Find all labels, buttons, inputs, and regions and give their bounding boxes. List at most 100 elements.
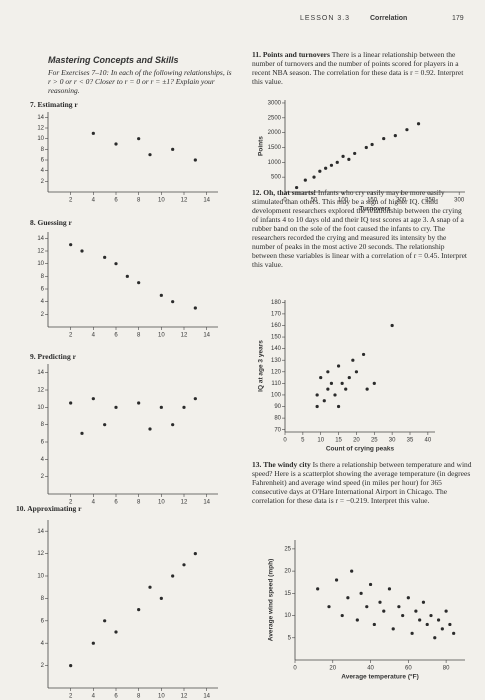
data-point — [327, 605, 331, 609]
data-point — [148, 585, 152, 589]
x-tick-label: 0 — [293, 666, 297, 672]
y-tick-label: 90 — [274, 404, 281, 410]
data-point — [452, 631, 456, 635]
x-tick-label: 6 — [114, 500, 118, 506]
exercise-number: 7. — [30, 100, 36, 109]
data-point — [103, 423, 107, 427]
x-tick-label: 0 — [283, 438, 287, 444]
data-point — [318, 169, 322, 173]
scatterplot: 70 80 90 100 110 120 130 140 150 160 170 180 0 5 10 15 2… — [258, 300, 435, 453]
y-tick-label: 15 — [284, 591, 291, 597]
y-tick-label: 100 — [271, 393, 282, 399]
data-point — [433, 636, 437, 640]
data-point — [182, 563, 186, 567]
x-tick-label: 200 — [396, 198, 407, 204]
y-tick-label: 120 — [271, 369, 282, 375]
data-point — [329, 381, 334, 385]
data-point — [368, 582, 373, 587]
data-point — [193, 552, 197, 556]
exercise-number: 8. — [30, 218, 36, 227]
data-point — [353, 151, 357, 156]
x-tick-label: 12 — [181, 694, 188, 700]
data-point — [378, 600, 382, 604]
data-point — [347, 375, 351, 380]
data-point — [193, 397, 197, 401]
x-tick-label: 50 — [311, 198, 318, 204]
data-point — [355, 618, 359, 622]
data-point — [193, 306, 197, 310]
data-point — [387, 587, 392, 591]
data-point — [114, 405, 118, 409]
data-point — [393, 134, 397, 138]
data-point — [80, 249, 84, 253]
data-point — [372, 622, 376, 627]
y-tick-label: 25 — [284, 546, 291, 552]
data-point — [148, 153, 152, 157]
data-point — [171, 574, 175, 578]
x-tick-label: 2 — [69, 198, 73, 204]
y-tick-label: 6 — [41, 158, 45, 164]
y-tick-label: 4 — [41, 168, 45, 174]
y-tick-label: 80 — [274, 416, 281, 422]
x-tick-label: 60 — [405, 666, 412, 672]
exercise-body: There is a linear relationship between t… — [252, 50, 464, 86]
data-point — [137, 608, 141, 612]
data-point — [316, 587, 320, 591]
y-tick-label: 12 — [37, 126, 44, 132]
scatterplot: 500 1000 1500 2000 2500 3000 0 50 100 150 200 250 30… — [258, 100, 465, 213]
data-point — [370, 142, 374, 147]
data-point — [364, 145, 368, 150]
exercise-title: Estimating r — [37, 100, 78, 109]
x-tick-label: 8 — [137, 500, 141, 506]
data-point — [171, 147, 175, 151]
x-tick-label: 25 — [371, 438, 378, 444]
y-axis-label: Average wind speed (mph) — [268, 559, 275, 641]
x-tick-label: 14 — [203, 198, 210, 204]
y-tick-label: 140 — [271, 346, 282, 352]
x-tick-label: 100 — [338, 198, 349, 204]
y-axis-label: IQ at age 3 years — [258, 340, 265, 392]
data-point — [80, 431, 84, 435]
y-tick-label: 8 — [41, 422, 45, 428]
data-point — [315, 393, 319, 397]
data-point — [159, 596, 163, 600]
data-point — [406, 596, 410, 600]
y-tick-label: 8 — [41, 147, 45, 153]
x-tick-label: 14 — [203, 694, 210, 700]
exercise-number: 11. — [252, 50, 261, 59]
exercise-text: 7. Estimating r — [30, 100, 220, 109]
y-tick-label: 5 — [288, 635, 292, 641]
exercise-number: 12. — [252, 188, 262, 197]
data-point — [315, 404, 319, 409]
y-tick-label: 1000 — [268, 160, 282, 166]
x-tick-label: 4 — [92, 198, 96, 204]
exercise-text: 12. Oh, that smarts! Infants who cry eas… — [252, 188, 467, 269]
x-tick-label: 10 — [158, 198, 165, 204]
lesson: LESSON 3.3 — [300, 15, 351, 22]
section-heading: Mastering Concepts and Skills — [48, 55, 179, 65]
data-point — [91, 131, 95, 135]
scatterplot: 2 4 6 8 10 12 14 2 4 6 8 10 12 14 — [37, 364, 218, 506]
data-point — [347, 157, 351, 161]
data-point — [336, 364, 341, 368]
y-tick-label: 170 — [271, 311, 282, 317]
y-tick-label: 2500 — [268, 115, 282, 121]
x-tick-label: 12 — [181, 333, 188, 339]
x-tick-label: 6 — [114, 694, 118, 700]
x-tick-label: 35 — [407, 438, 414, 444]
data-point — [324, 166, 328, 170]
data-point — [405, 128, 409, 132]
x-tick-label: 12 — [181, 500, 188, 506]
y-tick-label: 1500 — [268, 145, 282, 151]
x-tick-label: 12 — [181, 198, 188, 204]
x-tick-label: 250 — [425, 198, 436, 204]
x-tick-label: 8 — [137, 333, 141, 339]
y-axis-label: Points — [258, 136, 265, 156]
y-tick-label: 6 — [41, 287, 45, 293]
x-tick-label: 8 — [137, 198, 141, 204]
x-axis-label: Turnovers — [359, 206, 391, 213]
exercise-text: 8. Guessing r — [30, 218, 220, 227]
y-tick-label: 10 — [37, 136, 44, 142]
x-tick-label: 30 — [389, 438, 396, 444]
data-point — [69, 664, 73, 668]
